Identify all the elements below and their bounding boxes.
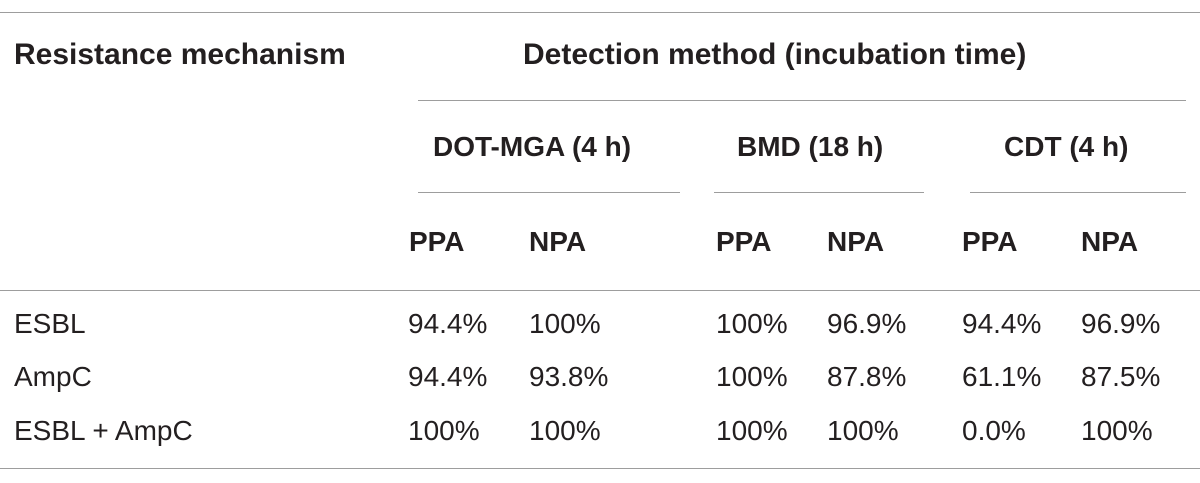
row-label-header: Resistance mechanism (14, 38, 346, 71)
method-rule-bmd (714, 192, 924, 193)
header-bottom-rule (0, 290, 1200, 291)
metric-header-dot-mga-npa: NPA (529, 226, 587, 257)
table-cell: 87.5% (1081, 361, 1161, 392)
top-rule (0, 12, 1200, 13)
method-rule-cdt (970, 192, 1186, 193)
table-cell: 93.8% (529, 361, 609, 392)
metric-header-cdt-ppa: PPA (962, 226, 1018, 257)
metric-header-bmd-npa: NPA (827, 226, 885, 257)
group-header-rule (418, 100, 1186, 101)
table-cell: 94.4% (408, 361, 488, 392)
table-cell: 94.4% (408, 308, 488, 339)
table-cell: 96.9% (1081, 308, 1161, 339)
row-label: AmpC (14, 361, 92, 392)
group-header: Detection method (incubation time) (523, 38, 1027, 71)
metric-header-bmd-ppa: PPA (716, 226, 772, 257)
table-cell: 94.4% (962, 308, 1042, 339)
metric-header-dot-mga-ppa: PPA (409, 226, 465, 257)
table-cell: 0.0% (962, 415, 1026, 446)
row-label: ESBL (14, 308, 86, 339)
table-cell: 100% (408, 415, 480, 446)
method-header-bmd: BMD (18 h) (737, 131, 884, 162)
table-cell: 96.9% (827, 308, 907, 339)
metric-header-cdt-npa: NPA (1081, 226, 1139, 257)
row-label: ESBL + AmpC (14, 415, 193, 446)
table-cell: 100% (716, 308, 788, 339)
method-header-dot-mga: DOT-MGA (4 h) (433, 131, 632, 162)
table-cell: 100% (529, 415, 601, 446)
method-rule-dot-mga (418, 192, 680, 193)
table-cell: 61.1% (962, 361, 1042, 392)
table-cell: 100% (529, 308, 601, 339)
table-cell: 87.8% (827, 361, 907, 392)
table-cell: 100% (716, 361, 788, 392)
bottom-rule (0, 468, 1200, 469)
table-cell: 100% (827, 415, 899, 446)
table-cell: 100% (716, 415, 788, 446)
table-cell: 100% (1081, 415, 1153, 446)
method-header-cdt: CDT (4 h) (1004, 131, 1129, 162)
